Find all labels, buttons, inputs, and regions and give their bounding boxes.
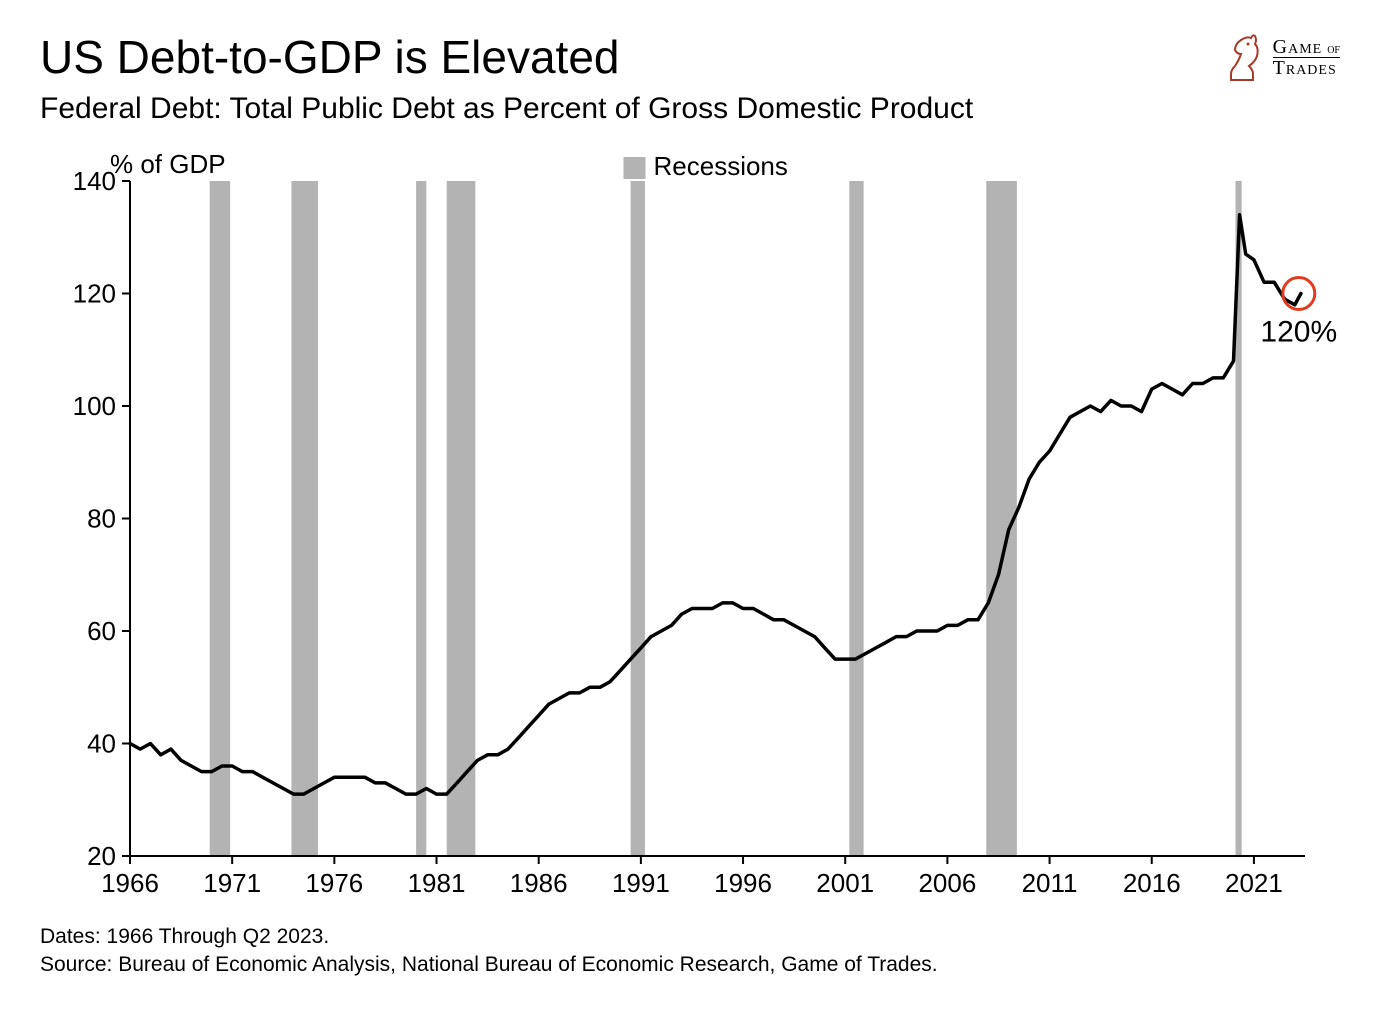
x-tick-label: 1996 [714, 868, 772, 898]
chart-subtitle: Federal Debt: Total Public Debt as Perce… [40, 92, 1221, 126]
recession-band [849, 181, 863, 856]
brand-text: Game of Trades [1273, 37, 1340, 78]
x-tick-label: 1986 [510, 868, 568, 898]
legend-swatch [624, 157, 646, 179]
y-tick-label: 100 [73, 391, 116, 421]
brand-logo: Game of Trades [1221, 30, 1340, 84]
annotation-circle [1283, 278, 1315, 310]
annotation-label: 120% [1260, 316, 1337, 349]
chart-title: US Debt-to-GDP is Elevated [40, 30, 1221, 84]
x-tick-label: 1976 [305, 868, 363, 898]
x-tick-label: 1966 [101, 868, 159, 898]
y-tick-label: 140 [73, 166, 116, 196]
x-tick-label: 1981 [408, 868, 466, 898]
x-tick-label: 2006 [918, 868, 976, 898]
line-chart: 20 40 60 80 100 120 140 1966 1971 1976 1981 1986 199… [40, 151, 1340, 911]
x-tick-label: 2011 [1022, 868, 1078, 898]
recession-band [210, 181, 230, 856]
header: US Debt-to-GDP is Elevated Federal Debt:… [40, 30, 1340, 126]
x-tick-label: 1991 [612, 868, 670, 898]
knight-icon [1221, 30, 1267, 84]
y-tick-label: 40 [87, 729, 116, 759]
recession-band [416, 181, 426, 856]
recession-band [291, 181, 318, 856]
legend-label: Recessions [654, 151, 788, 181]
footer: Dates: 1966 Through Q2 2023. Source: Bur… [40, 923, 1340, 980]
recession-band [631, 181, 645, 856]
footer-dates: Dates: 1966 Through Q2 2023. [40, 923, 1340, 951]
x-tick-label: 2016 [1123, 868, 1181, 898]
y-tick-label: 80 [87, 504, 116, 534]
y-tick-label: 120 [73, 279, 116, 309]
chart-area: % of GDP 2040608010012014019661971197619… [40, 151, 1340, 911]
x-tick-label: 2021 [1225, 868, 1283, 898]
y-tick-label: 20 [87, 841, 116, 871]
y-tick-label: 60 [87, 616, 116, 646]
recession-band [447, 181, 476, 856]
x-tick-label: 2001 [816, 868, 874, 898]
x-tick-label: 1971 [203, 868, 261, 898]
footer-source: Source: Bureau of Economic Analysis, Nat… [40, 951, 1340, 979]
